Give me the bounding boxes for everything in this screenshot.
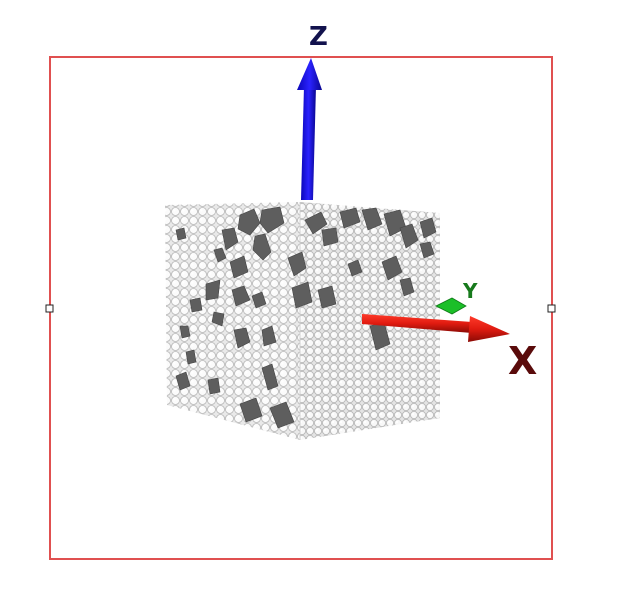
aggregate-particles [175,206,437,429]
z-axis-label: Z [309,22,328,52]
x-axis-arrow[interactable] [362,314,510,342]
z-axis-arrow[interactable] [297,58,322,200]
y-axis-label: Y [462,279,478,303]
y-axis-arrow[interactable] [435,297,467,315]
resize-handle-left-icon[interactable] [45,304,54,313]
resize-handle-right-icon[interactable] [547,304,556,313]
x-axis-label: X [508,339,537,383]
